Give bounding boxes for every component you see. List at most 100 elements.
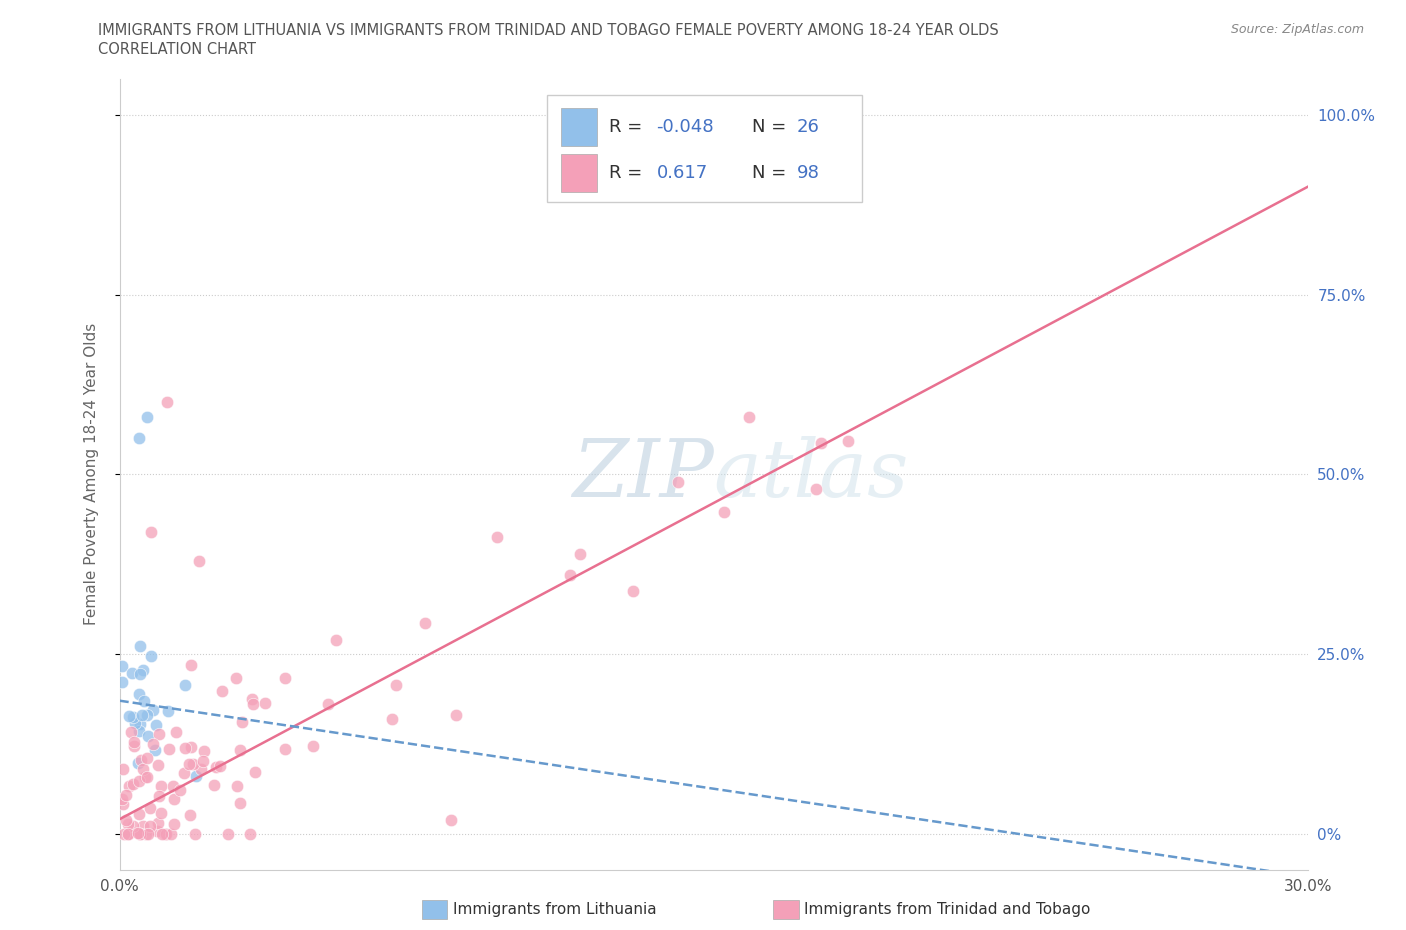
Point [129, 638, 152, 653]
Point [129, 667, 152, 682]
Point [111, 797, 134, 812]
Point [183, 757, 205, 772]
Point [129, 752, 152, 767]
Text: R =: R = [609, 118, 648, 137]
Point [621, 584, 644, 599]
Text: Source: ZipAtlas.com: Source: ZipAtlas.com [1230, 23, 1364, 36]
Point [243, 764, 266, 779]
Point [142, 703, 165, 718]
Text: CORRELATION CHART: CORRELATION CHART [98, 42, 256, 57]
Point [156, 704, 179, 719]
Point [174, 678, 197, 693]
Point [156, 395, 179, 410]
Point [231, 714, 253, 729]
Point [146, 758, 169, 773]
Text: Immigrants from Lithuania: Immigrants from Lithuania [453, 902, 657, 917]
Point [242, 697, 264, 711]
Point [723, 108, 745, 123]
Point [148, 789, 170, 804]
Point [118, 778, 141, 793]
Point [187, 553, 209, 568]
Point [485, 530, 508, 545]
Point [146, 816, 169, 830]
Point [135, 751, 157, 765]
FancyBboxPatch shape [547, 95, 862, 202]
Point [385, 678, 408, 693]
Text: N =: N = [752, 164, 792, 182]
Point [173, 740, 195, 755]
Point [155, 826, 177, 841]
Point [128, 724, 150, 738]
Point [141, 736, 163, 751]
Point [131, 708, 153, 723]
Bar [561, 108, 598, 146]
Point [239, 826, 262, 841]
Point [169, 783, 191, 798]
Point [139, 819, 162, 834]
Text: Immigrants from Trinidad and Tobago: Immigrants from Trinidad and Tobago [804, 902, 1091, 917]
Point [132, 818, 155, 833]
Point [225, 671, 247, 686]
Point [136, 826, 159, 841]
Point [121, 665, 143, 680]
Point [162, 778, 184, 793]
Point [191, 754, 214, 769]
Point [127, 826, 149, 841]
Point [810, 436, 832, 451]
Point [160, 826, 183, 841]
Point [135, 769, 157, 784]
Point [274, 671, 297, 685]
Point [190, 762, 212, 777]
Point [122, 818, 145, 833]
Point [135, 826, 157, 841]
Point [117, 709, 139, 724]
Point [737, 410, 759, 425]
Point [124, 739, 146, 754]
Point [145, 718, 167, 733]
Y-axis label: Female Poverty Among 18-24 Year Olds: Female Poverty Among 18-24 Year Olds [84, 324, 98, 626]
Point [253, 696, 276, 711]
Text: N =: N = [752, 118, 792, 137]
Point [163, 817, 186, 831]
Point [302, 738, 325, 753]
Point [141, 525, 163, 539]
Text: 98: 98 [797, 164, 820, 182]
Point [202, 777, 225, 792]
Point [114, 813, 136, 828]
Point [173, 765, 195, 780]
Point [111, 791, 134, 806]
Point [128, 774, 150, 789]
Bar [561, 154, 598, 193]
Text: atlas: atlas [714, 435, 908, 513]
Text: R =: R = [609, 164, 648, 182]
Point [211, 684, 233, 698]
Point [444, 708, 467, 723]
Point [117, 826, 139, 841]
Point [666, 474, 689, 489]
Point [135, 708, 157, 723]
Point [569, 547, 592, 562]
Point [713, 505, 735, 520]
Point [110, 658, 132, 673]
Point [112, 826, 135, 841]
Point [558, 567, 581, 582]
Text: 0.617: 0.617 [657, 164, 707, 182]
Text: ZIP: ZIP [572, 435, 714, 513]
Point [316, 697, 339, 711]
Text: 26: 26 [797, 118, 820, 137]
Point [209, 759, 232, 774]
Point [128, 686, 150, 701]
Point [184, 826, 207, 841]
Point [413, 616, 436, 631]
Point [204, 760, 226, 775]
Point [131, 762, 153, 777]
Point [129, 716, 152, 731]
Point [150, 806, 173, 821]
Point [381, 711, 404, 726]
Point [150, 826, 173, 841]
Point [180, 658, 202, 672]
Point [139, 648, 162, 663]
Point [180, 739, 202, 754]
Point [127, 755, 149, 770]
Point [128, 826, 150, 841]
